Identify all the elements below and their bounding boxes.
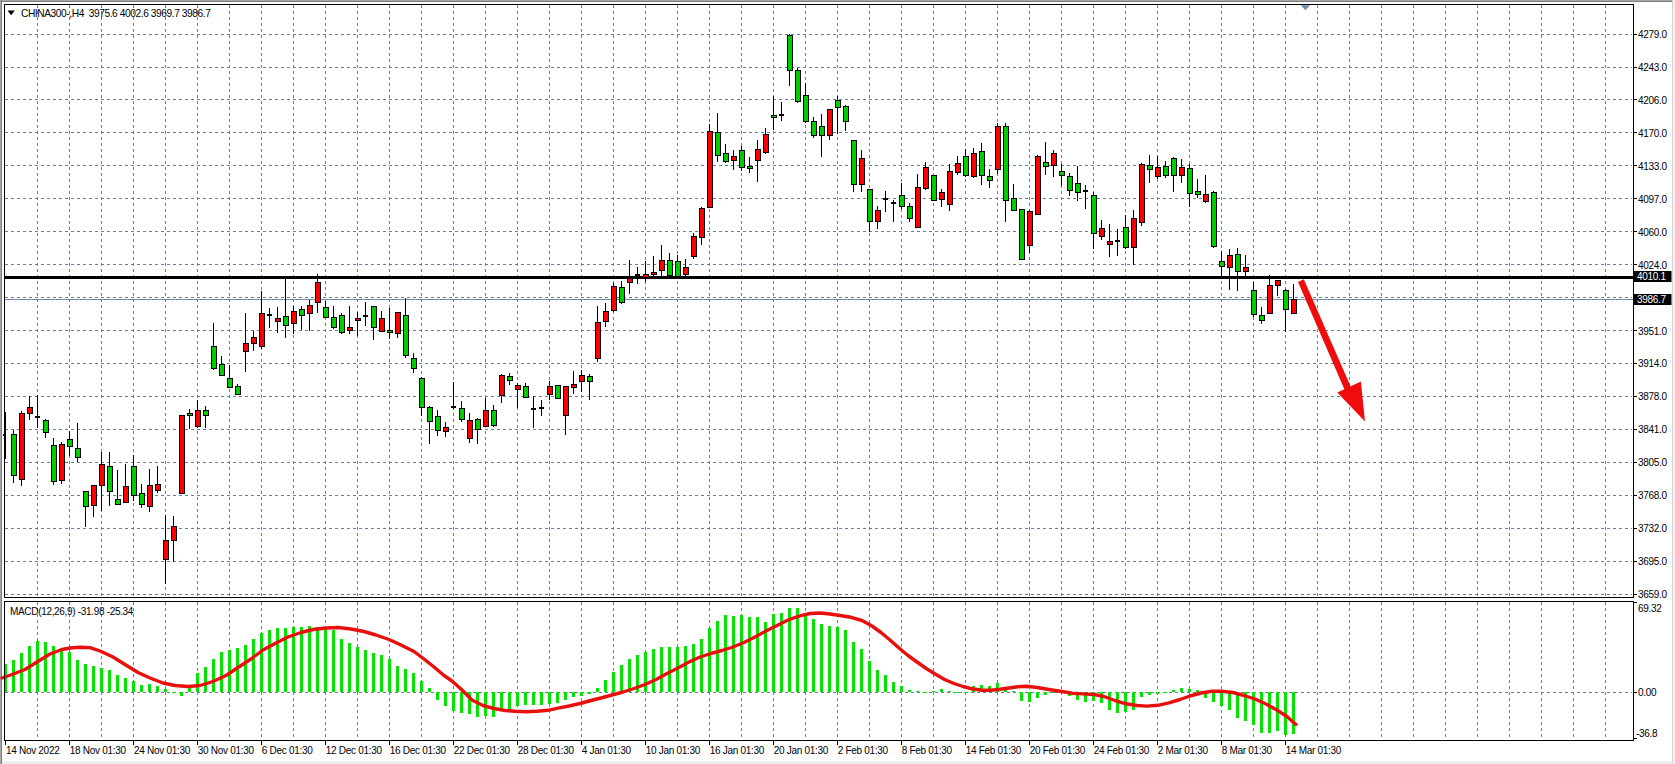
svg-text:4206.0: 4206.0: [1638, 95, 1668, 106]
svg-text:3914.0: 3914.0: [1638, 358, 1668, 369]
svg-text:22 Dec 01:30: 22 Dec 01:30: [454, 745, 511, 756]
svg-text:8 Mar 01:30: 8 Mar 01:30: [1222, 745, 1273, 756]
svg-text:20 Feb 01:30: 20 Feb 01:30: [1030, 745, 1086, 756]
svg-text:3841.0: 3841.0: [1638, 424, 1668, 435]
svg-text:14 Mar 01:30: 14 Mar 01:30: [1286, 745, 1342, 756]
svg-text:3951.0: 3951.0: [1638, 326, 1668, 337]
svg-text:16 Dec 01:30: 16 Dec 01:30: [390, 745, 447, 756]
svg-text:14 Feb 01:30: 14 Feb 01:30: [966, 745, 1022, 756]
svg-text:-36.8: -36.8: [1636, 728, 1658, 739]
svg-text:12 Dec 01:30: 12 Dec 01:30: [326, 745, 383, 756]
svg-text:69.32: 69.32: [1638, 603, 1662, 614]
svg-text:24 Nov 01:30: 24 Nov 01:30: [134, 745, 191, 756]
svg-text:MACD(12,26,9) -31.98 -25.34: MACD(12,26,9) -31.98 -25.34: [10, 606, 134, 617]
svg-text:4279.0: 4279.0: [1638, 29, 1668, 40]
svg-text:3732.0: 3732.0: [1638, 523, 1668, 534]
svg-text:28 Dec 01:30: 28 Dec 01:30: [518, 745, 575, 756]
svg-text:6 Dec 01:30: 6 Dec 01:30: [262, 745, 313, 756]
svg-text:4243.0: 4243.0: [1638, 62, 1668, 73]
svg-text:24 Feb 01:30: 24 Feb 01:30: [1094, 745, 1150, 756]
svg-text:30 Nov 01:30: 30 Nov 01:30: [198, 745, 255, 756]
svg-text:14 Nov 2022: 14 Nov 2022: [6, 745, 60, 756]
svg-text:20 Jan 01:30: 20 Jan 01:30: [774, 745, 829, 756]
svg-text:4024.0: 4024.0: [1638, 260, 1668, 271]
svg-text:4060.0: 4060.0: [1638, 227, 1668, 238]
svg-text:4097.0: 4097.0: [1638, 194, 1668, 205]
svg-text:4170.0: 4170.0: [1638, 128, 1668, 139]
svg-text:4133.0: 4133.0: [1638, 161, 1668, 172]
svg-text:4010.1: 4010.1: [1637, 271, 1667, 282]
svg-text:8 Feb 01:30: 8 Feb 01:30: [902, 745, 953, 756]
svg-text:3878.0: 3878.0: [1638, 391, 1668, 402]
svg-text:3768.0: 3768.0: [1638, 490, 1668, 501]
svg-text:10 Jan 01:30: 10 Jan 01:30: [646, 745, 701, 756]
svg-text:3659.0: 3659.0: [1638, 589, 1668, 600]
svg-text:3695.0: 3695.0: [1638, 556, 1668, 567]
svg-text:18 Nov 01:30: 18 Nov 01:30: [70, 745, 127, 756]
svg-text:0.00: 0.00: [1638, 687, 1657, 698]
svg-text:2 Feb 01:30: 2 Feb 01:30: [838, 745, 889, 756]
svg-text:CHINA300-,H4 3975.6 4002.6 39: CHINA300-,H4 3975.6 4002.6 3969.7 3986.7: [21, 8, 211, 19]
svg-text:3805.0: 3805.0: [1638, 457, 1668, 468]
svg-text:3986.7: 3986.7: [1637, 294, 1667, 305]
svg-text:4 Jan 01:30: 4 Jan 01:30: [582, 745, 632, 756]
svg-text:2 Mar 01:30: 2 Mar 01:30: [1158, 745, 1209, 756]
svg-text:16 Jan 01:30: 16 Jan 01:30: [710, 745, 765, 756]
